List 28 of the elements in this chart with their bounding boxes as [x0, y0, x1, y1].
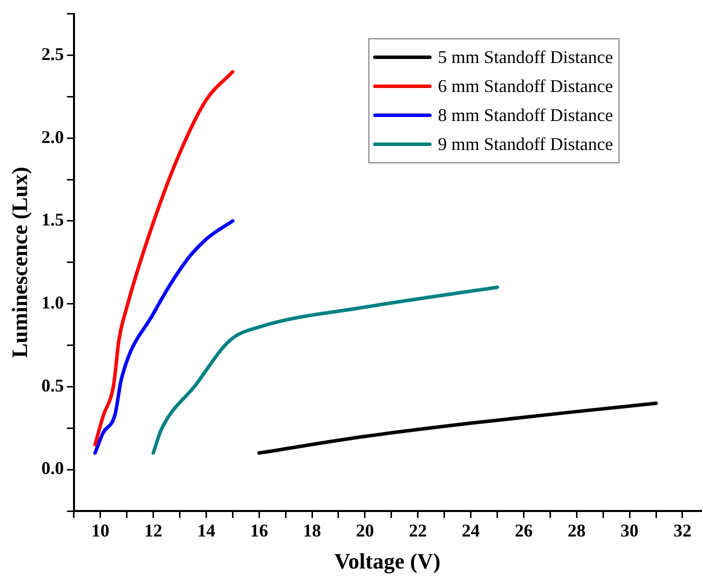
y-axis-title: Luminescence (Lux) — [6, 166, 32, 358]
legend-label: 6 mm Standoff Distance — [438, 76, 614, 96]
x-tick-label: 30 — [620, 520, 639, 540]
x-tick-label: 20 — [356, 520, 374, 540]
x-tick-label: 28 — [568, 520, 586, 540]
x-tick-label: 14 — [197, 520, 216, 540]
x-tick-label: 12 — [144, 520, 162, 540]
legend-label: 9 mm Standoff Distance — [438, 134, 614, 154]
line-series — [93, 70, 234, 446]
line-series — [257, 402, 658, 455]
x-tick-label: 22 — [408, 520, 427, 540]
x-axis-title: Voltage (V) — [334, 548, 441, 574]
y-tick-label: 1.0 — [41, 292, 64, 312]
x-tick-label: 10 — [91, 520, 110, 540]
x-tick-label: 18 — [303, 520, 322, 540]
y-tick-label: 2.0 — [41, 126, 64, 147]
y-tick-label: 1.5 — [41, 210, 64, 230]
y-tick-label: 2.5 — [41, 44, 64, 64]
legend-label: 8 mm Standoff Distance — [438, 105, 614, 126]
line-series — [152, 286, 500, 455]
x-tick-label: 26 — [514, 520, 533, 540]
line-series — [93, 219, 234, 455]
legend-label: 5 mm Standoff Distance — [438, 47, 614, 68]
x-tick-label: 32 — [673, 520, 692, 540]
x-tick-label: 16 — [250, 520, 268, 540]
x-tick-label: 24 — [462, 520, 480, 540]
y-tick-label: 0.0 — [41, 458, 64, 478]
y-tick-label: 0.5 — [41, 375, 64, 396]
